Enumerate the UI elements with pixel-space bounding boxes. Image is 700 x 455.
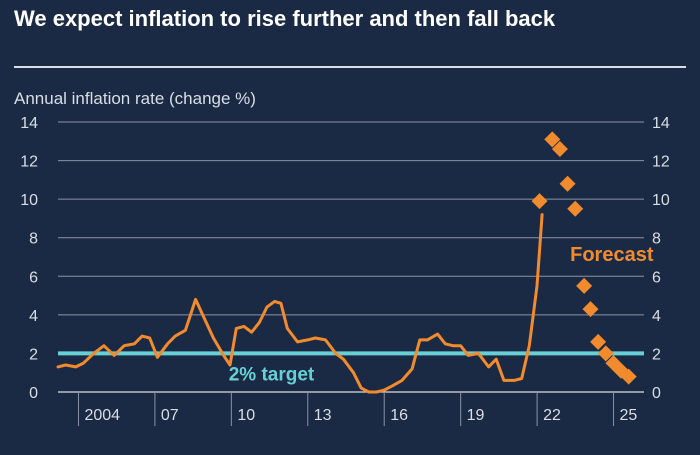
inflation-series-line (56, 213, 544, 394)
x-tick-label: 10 (237, 407, 255, 424)
x-tick-label: 13 (314, 407, 332, 424)
x-tick-label: 25 (620, 407, 638, 424)
forecast-marker (567, 200, 584, 217)
forecast-marker (551, 141, 568, 157)
y-tick-label-right: 8 (652, 231, 661, 248)
target-label: 2% target (229, 364, 315, 385)
x-tick-label: 16 (390, 407, 408, 424)
title-divider (14, 66, 686, 68)
forecast-marker (531, 193, 548, 210)
y-tick-label-right: 12 (652, 154, 670, 171)
y-tick-label-left: 0 (29, 385, 38, 402)
y-tick-label-right: 10 (652, 192, 670, 209)
y-tick-label-right: 2 (652, 346, 661, 363)
forecast-marker (620, 368, 637, 385)
y-tick-label-left: 4 (29, 308, 38, 325)
y-tick-label-left: 2 (29, 346, 38, 363)
y-tick-label-right: 0 (652, 385, 661, 402)
forecast-label: Forecast (570, 244, 654, 266)
forecast-marker (597, 345, 614, 362)
x-tick-label: 2004 (84, 407, 120, 424)
forecast-marker (544, 131, 561, 148)
chart-title: We expect inflation to rise further and … (14, 6, 556, 31)
y-axis-label: Annual inflation rate (change %) (14, 89, 256, 108)
y-tick-label-right: 14 (652, 115, 670, 132)
forecast-marker (590, 333, 607, 350)
x-tick-label: 07 (161, 407, 179, 424)
y-tick-label-left: 14 (20, 115, 38, 132)
x-tick-label: 22 (543, 407, 561, 424)
y-tick-label-left: 12 (20, 154, 38, 171)
y-tick-label-left: 8 (29, 231, 38, 248)
y-tick-label-right: 6 (652, 269, 661, 286)
y-tick-label-right: 4 (652, 308, 661, 325)
forecast-marker (559, 175, 576, 192)
forecast-marker (582, 301, 599, 318)
x-tick-label: 19 (467, 407, 485, 424)
y-tick-label-left: 6 (29, 269, 38, 286)
y-tick-label-left: 10 (20, 192, 38, 209)
forecast-marker (576, 277, 593, 294)
